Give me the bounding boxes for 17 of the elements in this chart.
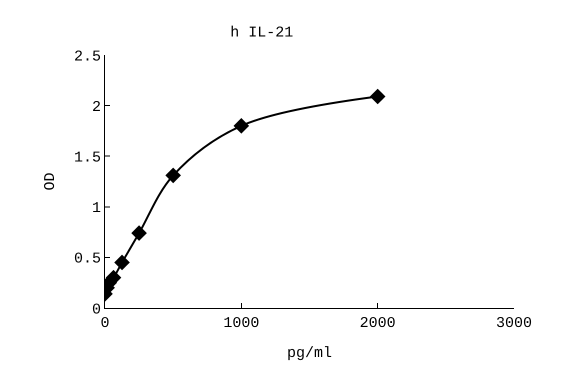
x-tick-label: 1000 <box>223 315 260 332</box>
point <box>165 168 181 184</box>
y-tick-label: 0 <box>92 301 101 318</box>
y-tick-label: 1.5 <box>74 149 101 166</box>
x-tick-label: 2000 <box>360 315 396 332</box>
y-tick-label: 1 <box>92 200 101 218</box>
y-axis-title: OD <box>42 172 60 191</box>
point <box>131 225 147 241</box>
point <box>234 118 250 134</box>
x-axis-title: pg/ml <box>286 345 332 362</box>
chart-title: h IL-21 <box>230 24 294 42</box>
x-tick-label: 3000 <box>496 315 532 332</box>
point <box>370 88 386 104</box>
y-tick-label: 2.5 <box>74 48 101 66</box>
y-tick-label: 2 <box>92 98 101 116</box>
point <box>114 254 130 270</box>
y-tick-label: 0.5 <box>74 250 101 268</box>
